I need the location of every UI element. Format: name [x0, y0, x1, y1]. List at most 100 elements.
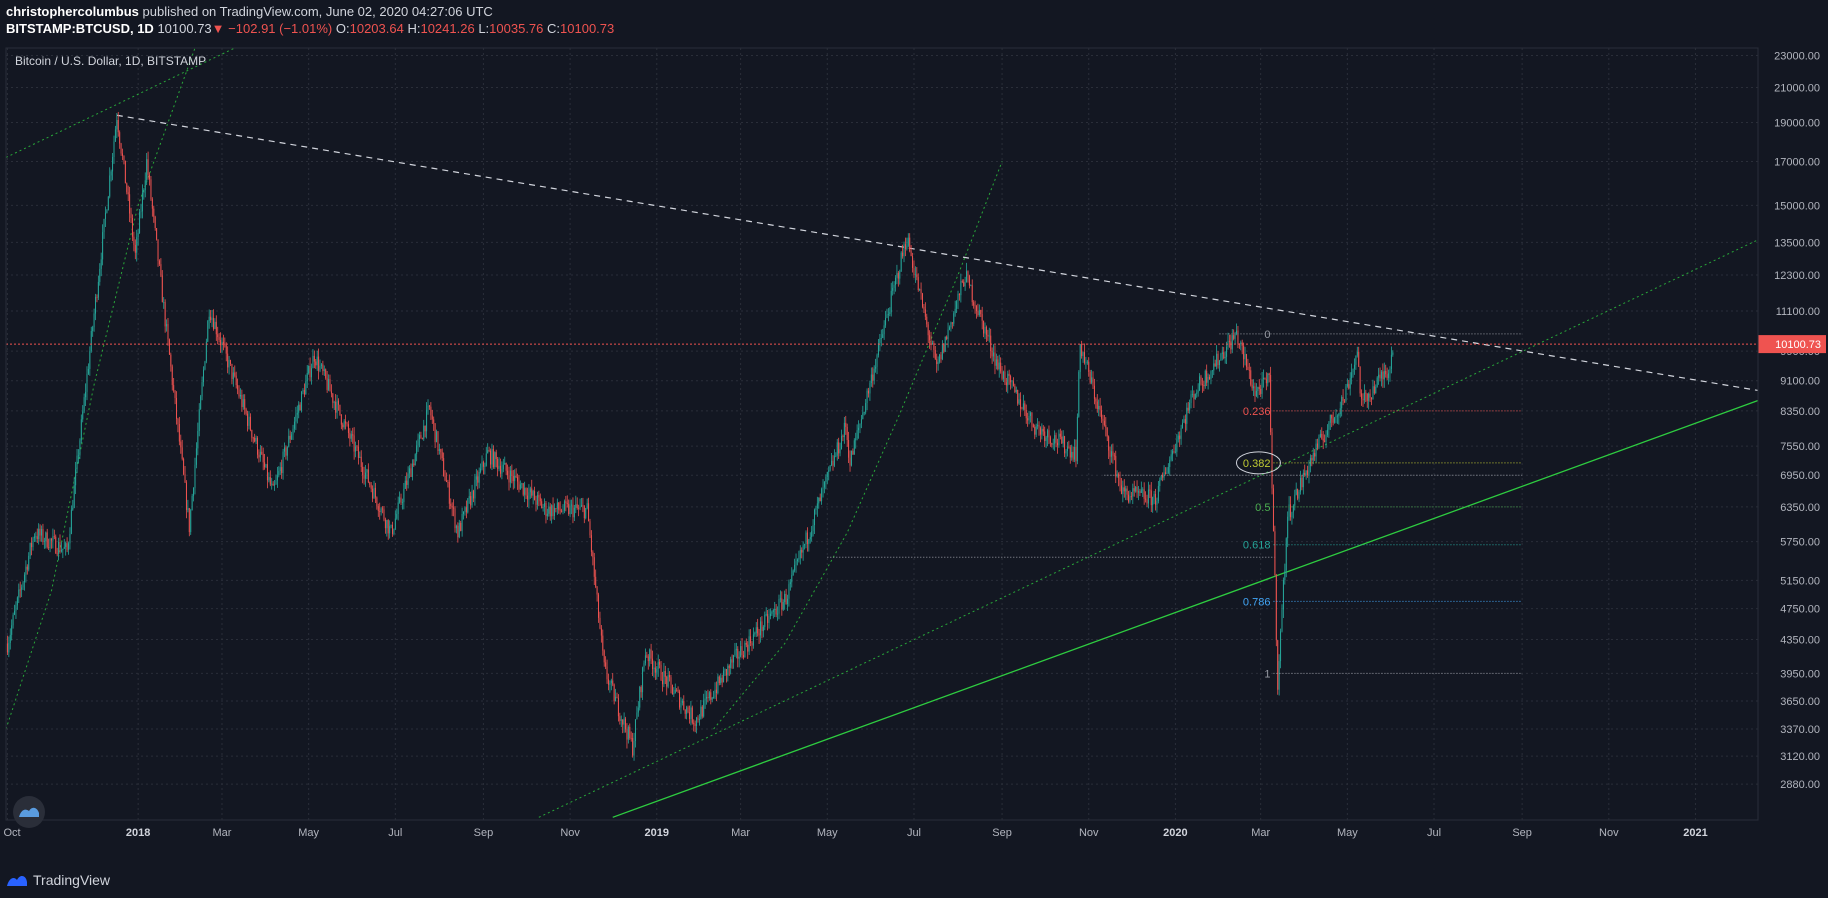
candle-body: [1372, 386, 1374, 400]
parabolic-curve[interactable]: [713, 161, 1003, 730]
candle-body: [1169, 459, 1171, 467]
y-tick-label: 8350.00: [1780, 406, 1820, 418]
candle-body: [225, 345, 227, 354]
candle-body: [894, 277, 896, 285]
candle-body: [602, 635, 604, 651]
candle-body: [387, 520, 389, 534]
candle-body: [1226, 346, 1228, 357]
symbol-label[interactable]: BITSTAMP:BTCUSD, 1D: [6, 21, 154, 36]
candle-body: [576, 504, 578, 509]
candle-body: [666, 676, 668, 687]
candle-body: [221, 341, 223, 346]
candle-body: [129, 194, 131, 214]
candle-body: [474, 479, 476, 499]
candle-body: [1281, 609, 1283, 632]
candle-body: [904, 244, 906, 249]
candle-body: [205, 341, 207, 362]
candle-body: [1264, 377, 1266, 380]
candle-body: [1213, 363, 1215, 371]
candle-body: [1284, 570, 1286, 581]
candle-body: [1369, 393, 1371, 398]
candle-body: [1162, 475, 1164, 478]
candle-body: [198, 409, 200, 431]
publisher-name[interactable]: christophercolumbus: [6, 4, 139, 19]
candle-body: [45, 532, 47, 542]
candle-body: [275, 480, 277, 485]
candle-body: [610, 680, 612, 683]
candle-body: [1119, 477, 1121, 486]
candle-body: [1159, 480, 1161, 487]
candle-body: [1126, 488, 1128, 495]
candle-body: [630, 738, 632, 739]
candle-body: [973, 302, 975, 306]
candle-body: [903, 244, 905, 257]
candle-body: [1191, 394, 1193, 395]
candle-body: [872, 374, 874, 381]
candle-body: [264, 462, 266, 468]
candle-body: [247, 413, 249, 426]
candle-body: [149, 174, 151, 180]
y-tick-label: 23000.00: [1774, 51, 1820, 63]
candle-body: [930, 340, 932, 345]
candle-body: [494, 452, 496, 467]
trendline-solid-green[interactable]: [612, 399, 1759, 818]
y-tick-label: 3950.00: [1780, 668, 1820, 680]
candle-body: [1083, 352, 1085, 363]
trendlines[interactable]: [5, 47, 1759, 818]
candle-body: [588, 503, 590, 522]
candle-body: [1028, 415, 1030, 421]
candle-body: [957, 293, 959, 302]
candle-body: [168, 339, 170, 355]
candle-body: [870, 374, 872, 384]
candle-body: [87, 368, 89, 374]
candle-body: [298, 404, 300, 413]
candle-body: [444, 475, 446, 481]
candle-body: [799, 549, 801, 559]
candle-body: [843, 422, 845, 438]
candle-body: [1143, 489, 1145, 499]
candle-body: [403, 488, 405, 503]
candle-body: [1210, 371, 1212, 380]
candle-body: [620, 719, 622, 721]
candle-body: [235, 375, 237, 386]
x-tick-label: Mar: [1251, 827, 1270, 839]
candle-body: [1038, 424, 1040, 428]
candle-body: [1045, 437, 1047, 441]
candle-body: [742, 655, 744, 658]
candle-body: [1263, 377, 1265, 380]
candle-body: [1147, 489, 1149, 504]
trendline-dotted-green[interactable]: [5, 47, 235, 158]
candle-body: [339, 404, 341, 415]
candle-body: [1299, 477, 1301, 492]
candle-body: [380, 508, 382, 512]
candle-body: [1193, 394, 1195, 400]
candle-body: [777, 613, 779, 615]
candle-body: [1280, 631, 1282, 662]
fib-highlight-circle[interactable]: [1235, 451, 1281, 475]
candle-body: [760, 621, 762, 636]
fib-level-label: 0: [1264, 329, 1270, 341]
candle-body: [815, 508, 817, 510]
candle-body: [360, 456, 362, 468]
axes: 23000.00 21000.00 19000.00 17000.00 15000.00…: [3, 51, 1826, 839]
candle-body: [100, 259, 102, 269]
candle-body: [357, 446, 359, 458]
candle-body: [559, 509, 561, 511]
candle-body: [984, 326, 986, 334]
trendline-dashed-white[interactable]: [116, 114, 1759, 392]
candle-body: [823, 481, 825, 488]
candle-body: [315, 361, 317, 366]
candle-body: [1282, 580, 1284, 610]
candle-body: [578, 508, 580, 509]
parabolic-curve[interactable]: [5, 47, 196, 730]
candle-body: [546, 513, 548, 517]
fibonacci-retracement[interactable]: 0 0.236 0.382 0.5 0.618 0.786 1: [1219, 329, 1521, 680]
candle-body: [1341, 396, 1343, 409]
candle-body: [764, 614, 766, 627]
tradingview-brand[interactable]: TradingView: [6, 872, 110, 888]
candle-body: [443, 458, 445, 476]
candle-body: [609, 682, 611, 685]
candle-body: [1093, 385, 1095, 399]
price-chart[interactable]: 0 0.236 0.382 0.5 0.618 0.786 1 23000.00 21000.…: [0, 42, 1828, 864]
x-tick-label: Jul: [907, 827, 921, 839]
